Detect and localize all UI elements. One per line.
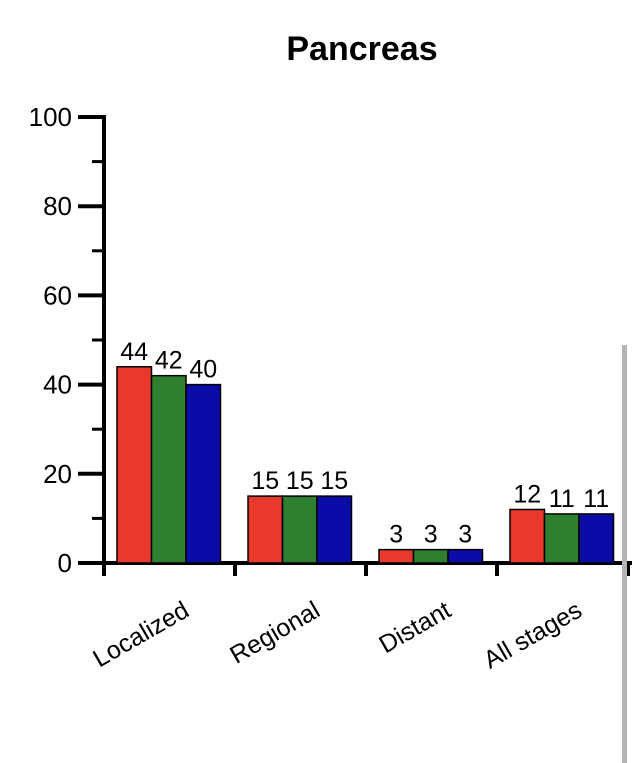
y-tick-label: 100 <box>29 102 72 132</box>
data-label: 11 <box>583 485 609 513</box>
bar <box>316 495 353 564</box>
bar <box>150 374 187 564</box>
data-label: 15 <box>251 467 279 495</box>
x-category-label: Localized <box>88 596 193 673</box>
bar <box>185 383 222 564</box>
data-label: 42 <box>155 347 183 375</box>
scrollbar-edge <box>622 345 627 763</box>
y-tick-label: 80 <box>43 191 72 221</box>
data-label: 3 <box>389 521 403 549</box>
chart-title: Pancreas <box>286 30 437 68</box>
y-tick-label: 20 <box>43 459 72 489</box>
data-label: 11 <box>549 485 575 513</box>
y-tick-label: 60 <box>43 280 72 310</box>
data-label: 3 <box>458 521 472 549</box>
x-category-label: Distant <box>374 596 455 659</box>
data-label: 15 <box>286 467 314 495</box>
y-tick-label: 40 <box>43 370 72 400</box>
data-label: 15 <box>320 467 348 495</box>
bar <box>378 548 415 564</box>
y-tick-label: 0 <box>58 548 72 578</box>
bar <box>116 366 153 564</box>
x-category-label: All stages <box>479 596 587 674</box>
bar <box>543 513 580 564</box>
data-label: 12 <box>513 480 541 508</box>
x-category-label: Regional <box>225 596 324 670</box>
bar <box>509 508 546 564</box>
bar <box>247 495 284 564</box>
bars <box>116 366 615 564</box>
bar <box>281 495 318 564</box>
bar <box>578 513 615 564</box>
bar <box>447 548 484 564</box>
data-label: 3 <box>424 521 438 549</box>
data-label: 40 <box>189 356 217 384</box>
data-label: 44 <box>120 338 148 366</box>
bar <box>412 548 449 564</box>
